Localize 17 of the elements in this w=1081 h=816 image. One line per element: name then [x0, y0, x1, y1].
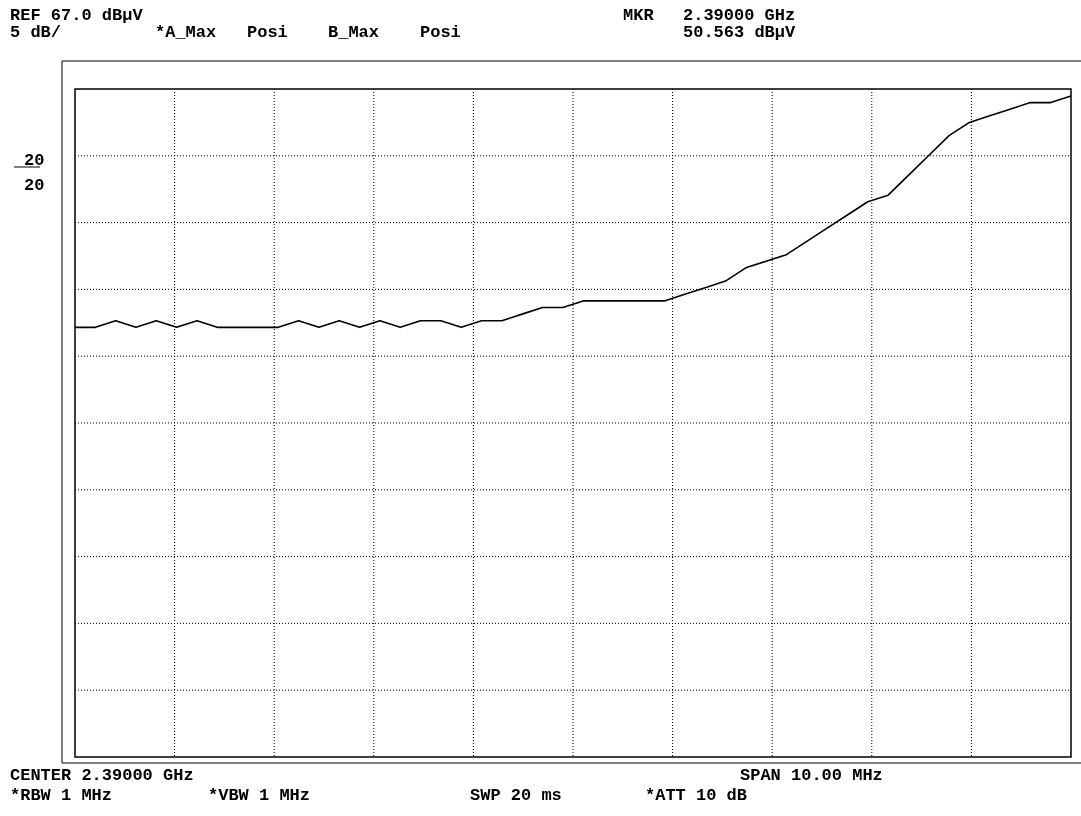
text: 5 dB/	[10, 23, 62, 42]
text: *RBW 1 MHz	[10, 786, 113, 805]
text: *A_Max	[155, 23, 217, 42]
text: B_Max	[328, 23, 380, 42]
text: REF 67.0 dBµV	[10, 6, 144, 25]
text: 2.39000 GHz	[683, 6, 796, 25]
text: SWP 20 ms	[470, 786, 562, 805]
text: *VBW 1 MHz	[208, 786, 311, 805]
text: Posi	[420, 23, 461, 42]
text: SPAN 10.00 MHz	[740, 766, 883, 785]
text: Posi	[247, 23, 288, 42]
text: 20	[24, 176, 45, 195]
text: *ATT 10 dB	[645, 786, 748, 805]
text: MKR	[623, 6, 655, 25]
text: 20	[24, 151, 45, 170]
text: 50.563 dBµV	[683, 23, 797, 42]
text: CENTER 2.39000 GHz	[10, 766, 194, 785]
